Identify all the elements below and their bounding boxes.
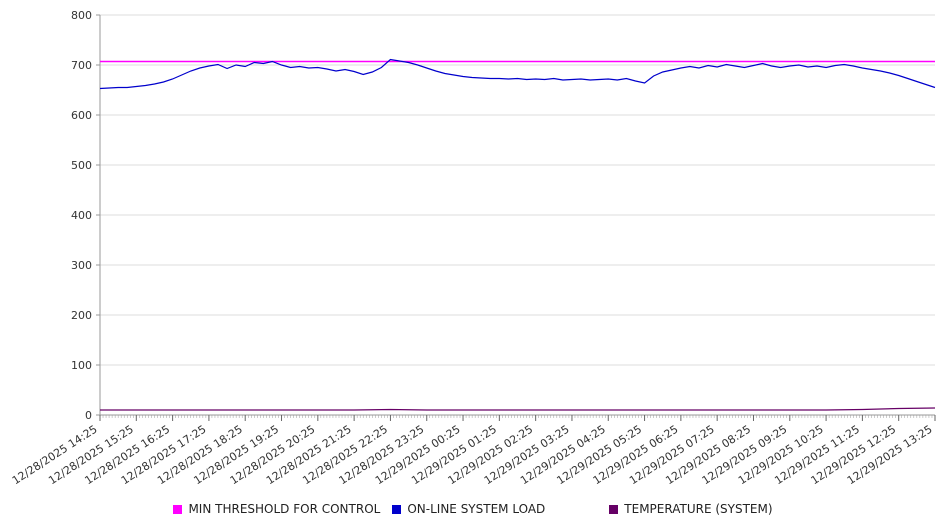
chart-legend: MIN THRESHOLD FOR CONTROL ON-LINE SYSTEM… <box>0 497 946 521</box>
y-axis-label: 500 <box>71 159 92 172</box>
y-axis-label: 700 <box>71 59 92 72</box>
legend-swatch-system-load <box>392 504 402 514</box>
legend-label-system-load: ON-LINE SYSTEM LOAD <box>407 502 546 516</box>
y-axis-label: 100 <box>71 359 92 372</box>
series-temperature <box>100 407 936 411</box>
y-axis-label: 0 <box>85 409 92 422</box>
legend-label-min-threshold: MIN THRESHOLD FOR CONTROL <box>188 502 381 516</box>
legend-swatch-min-threshold <box>173 504 183 514</box>
y-axis-label: 200 <box>71 309 92 322</box>
legend-item-system-load: ON-LINE SYSTEM LOAD <box>392 502 545 516</box>
legend-item-min-threshold: MIN THRESHOLD FOR CONTROL <box>173 502 380 516</box>
series-system-load <box>99 58 936 90</box>
legend-label-temperature: TEMPERATURE (SYSTEM) <box>624 502 773 516</box>
y-axis-label: 400 <box>71 209 92 222</box>
y-axis-label: 300 <box>71 259 92 272</box>
legend-item-temperature: TEMPERATURE (SYSTEM) <box>609 502 773 516</box>
system-load-chart: 0 100 200 300 400 500 600 700 800 12/28/2025 14:2… <box>10 9 936 487</box>
y-axis-label: 600 <box>71 109 92 122</box>
legend-swatch-temperature <box>609 504 619 514</box>
y-axis-label: 800 <box>71 9 92 22</box>
